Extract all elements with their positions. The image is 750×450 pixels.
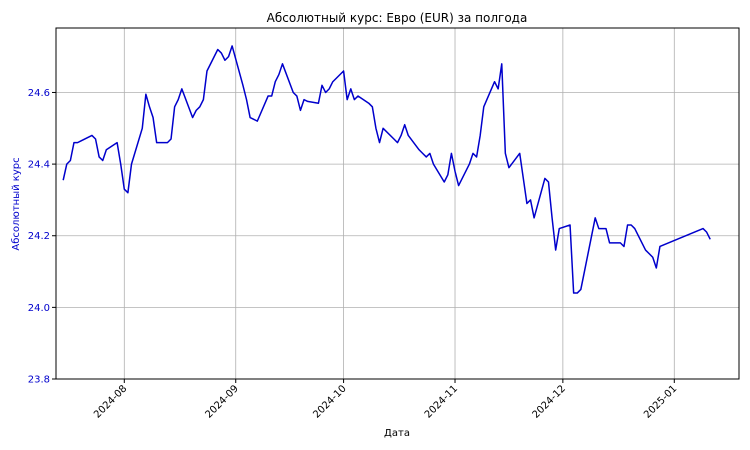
y-tick-label: 24.4	[28, 160, 50, 171]
y-tick-label: 23.8	[28, 375, 50, 386]
y-axis-label: Абсолютный курс	[11, 157, 22, 250]
x-axis-label: Дата	[384, 428, 410, 439]
plot-frame	[55, 27, 740, 380]
x-tick-label: 2024-12	[531, 383, 568, 420]
y-tick-label: 24.2	[28, 231, 50, 242]
y-tick-label: 24.6	[28, 88, 50, 99]
grid	[56, 28, 739, 379]
y-axis: 23.8 24.0 24.2 24.4 24.6	[28, 88, 56, 386]
x-tick-label: 2024-10	[311, 383, 348, 420]
series-line	[62, 45, 711, 294]
x-tick-label: 2024-09	[204, 383, 241, 420]
y-tick-label: 24.0	[28, 303, 50, 314]
chart-title: Абсолютный курс: Евро (EUR) за полгода	[267, 11, 528, 25]
x-tick-label: 2025-01	[642, 383, 679, 420]
x-axis: 2024-08 2024-09 2024-10 2024-11 2024-12 2025-…	[92, 379, 679, 421]
x-tick-label: 2024-08	[92, 383, 129, 420]
x-tick-label: 2024-11	[423, 383, 460, 420]
series-line-group	[62, 45, 711, 294]
